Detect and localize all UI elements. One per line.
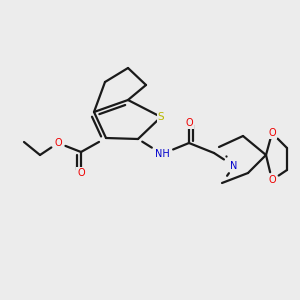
- Text: S: S: [158, 112, 164, 122]
- Text: O: O: [77, 168, 85, 178]
- Text: NH: NH: [154, 149, 169, 159]
- Text: O: O: [185, 118, 193, 128]
- Text: O: O: [54, 138, 62, 148]
- Text: O: O: [268, 128, 276, 138]
- Text: O: O: [268, 175, 276, 185]
- Text: N: N: [230, 161, 238, 171]
